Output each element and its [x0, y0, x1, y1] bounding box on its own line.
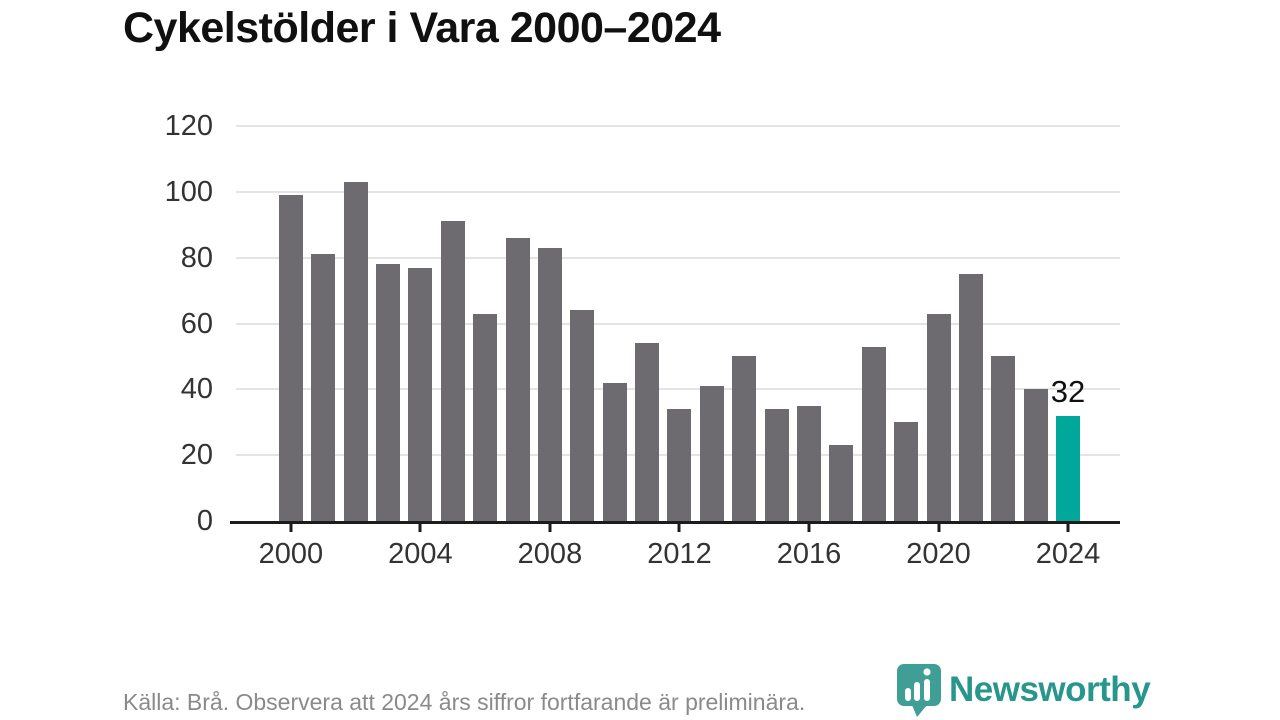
y-axis-label-120: 120	[164, 110, 213, 142]
source-note: Källa: Brå. Observera att 2024 års siffr…	[123, 689, 806, 715]
bar-2022	[991, 356, 1016, 521]
gridline-100	[236, 190, 1120, 193]
y-axis-label-20: 20	[180, 439, 213, 472]
x-axis-label-2024: 2024	[1035, 538, 1101, 570]
highlight-value-label: 32	[1050, 373, 1086, 409]
newsworthy-logo-text: Newsworthy	[949, 670, 1151, 709]
bar-2015	[764, 409, 789, 521]
x-axis-tick-2000	[289, 523, 293, 532]
bar-2003	[376, 264, 401, 521]
x-axis-tick-2016	[807, 523, 811, 532]
x-axis-label-2020: 2020	[906, 538, 971, 570]
x-axis-label-2016: 2016	[776, 538, 842, 570]
y-axis-label-0: 0	[196, 505, 213, 537]
bar-2024	[1056, 415, 1081, 521]
plot-area: 0 20 40 60 80 100 120 2000 2004 2008 2012 2016 2020 2…	[165, 110, 1120, 570]
bar-2011	[635, 343, 660, 521]
bar-2007	[505, 237, 530, 521]
bar-2001	[311, 254, 336, 521]
bar-2004	[408, 267, 433, 521]
bar-2010	[602, 382, 627, 521]
x-axis-tick-2020	[937, 523, 940, 532]
bar-2018	[861, 346, 886, 521]
gridline-80	[236, 256, 1120, 259]
bar-2014	[732, 356, 757, 521]
y-axis-label-40: 40	[180, 373, 213, 406]
bar-2008	[537, 247, 562, 521]
bar-2019	[894, 422, 919, 521]
x-axis-label-2008: 2008	[517, 538, 583, 570]
bar-2013	[699, 386, 724, 521]
x-axis-tick-2004	[418, 523, 422, 532]
x-axis-label-2004: 2004	[388, 538, 453, 570]
gridline-120	[236, 125, 1120, 127]
gridline-60	[236, 322, 1120, 325]
x-axis-tick-2024	[1066, 523, 1070, 532]
y-axis-label-100: 100	[164, 175, 213, 208]
y-axis-label-80: 80	[180, 241, 213, 274]
bar-2023	[1023, 389, 1048, 521]
bar-2002	[343, 181, 368, 521]
x-axis-tick-2012	[677, 523, 681, 532]
y-axis-label-60: 60	[180, 307, 213, 340]
newsworthy-bar-chart-bubble-icon	[897, 664, 941, 717]
x-axis-tick-2008	[548, 523, 552, 532]
gridline-40	[236, 388, 1120, 391]
x-axis-label-2000: 2000	[258, 538, 324, 570]
bar-2017	[829, 445, 854, 521]
bar-2021	[958, 274, 983, 521]
bar-2009	[570, 310, 595, 521]
bar-2000	[278, 195, 303, 521]
bar-2012	[667, 409, 692, 521]
bar-2006	[473, 313, 498, 521]
bar-2005	[440, 221, 465, 521]
newsworthy-logo: Newsworthy	[896, 662, 1151, 718]
bar-2016	[796, 405, 821, 521]
x-axis-label-2012: 2012	[647, 538, 712, 570]
page-title: Cykelstölder i Vara 2000–2024	[123, 4, 721, 52]
bar-2020	[926, 313, 951, 521]
